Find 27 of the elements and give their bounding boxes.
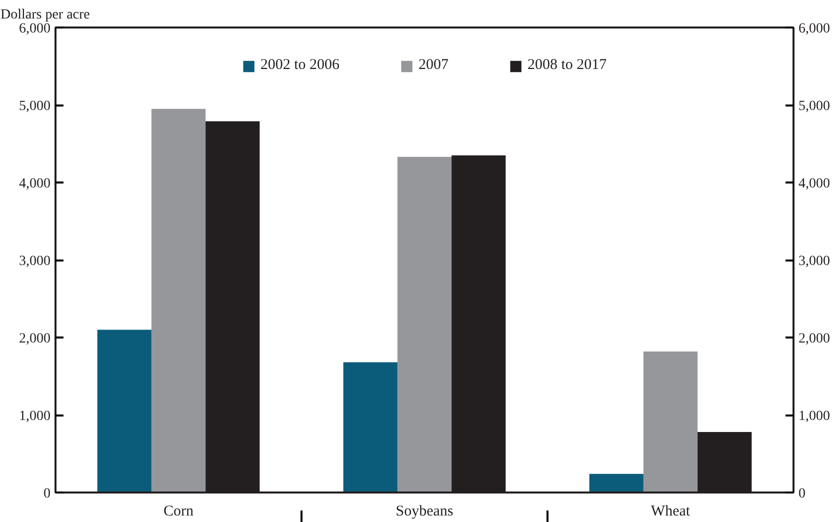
bar	[343, 362, 398, 492]
y-axis-title: Dollars per acre	[0, 8, 90, 22]
y2-tick-label: 5,000	[798, 99, 830, 114]
y-tick-label: 0	[44, 486, 50, 502]
y2-tick-label: 4,000	[798, 176, 830, 192]
bar	[397, 156, 452, 492]
y-tick-label: 6,000	[19, 22, 50, 36]
y-tick-label: 1,000	[19, 409, 50, 424]
legend-label: 2007	[418, 57, 448, 74]
y2-tick-label: 6,000	[798, 22, 830, 36]
bar	[643, 351, 698, 492]
bar	[589, 474, 644, 492]
bar	[151, 108, 206, 492]
x-tick-label: Wheat	[650, 504, 691, 520]
y-tick-label: 2,000	[19, 332, 50, 346]
y2-tick-label: 1,000	[798, 409, 830, 424]
x-tick-label: Corn	[164, 504, 194, 520]
y-tick-label: 4,000	[19, 176, 50, 192]
legend-label: 2002 to 2006	[260, 57, 340, 74]
y2-tick-label: 0	[798, 486, 806, 502]
y-tick-label: 5,000	[19, 99, 50, 114]
y-tick-label: 3,000	[19, 254, 50, 269]
x-tick-label: Soybeans	[396, 504, 454, 520]
bar	[97, 330, 152, 492]
y2-tick-label: 3,000	[798, 254, 830, 269]
y2-tick-label: 2,000	[798, 332, 830, 346]
legend-label: 2008 to 2017	[528, 57, 607, 74]
